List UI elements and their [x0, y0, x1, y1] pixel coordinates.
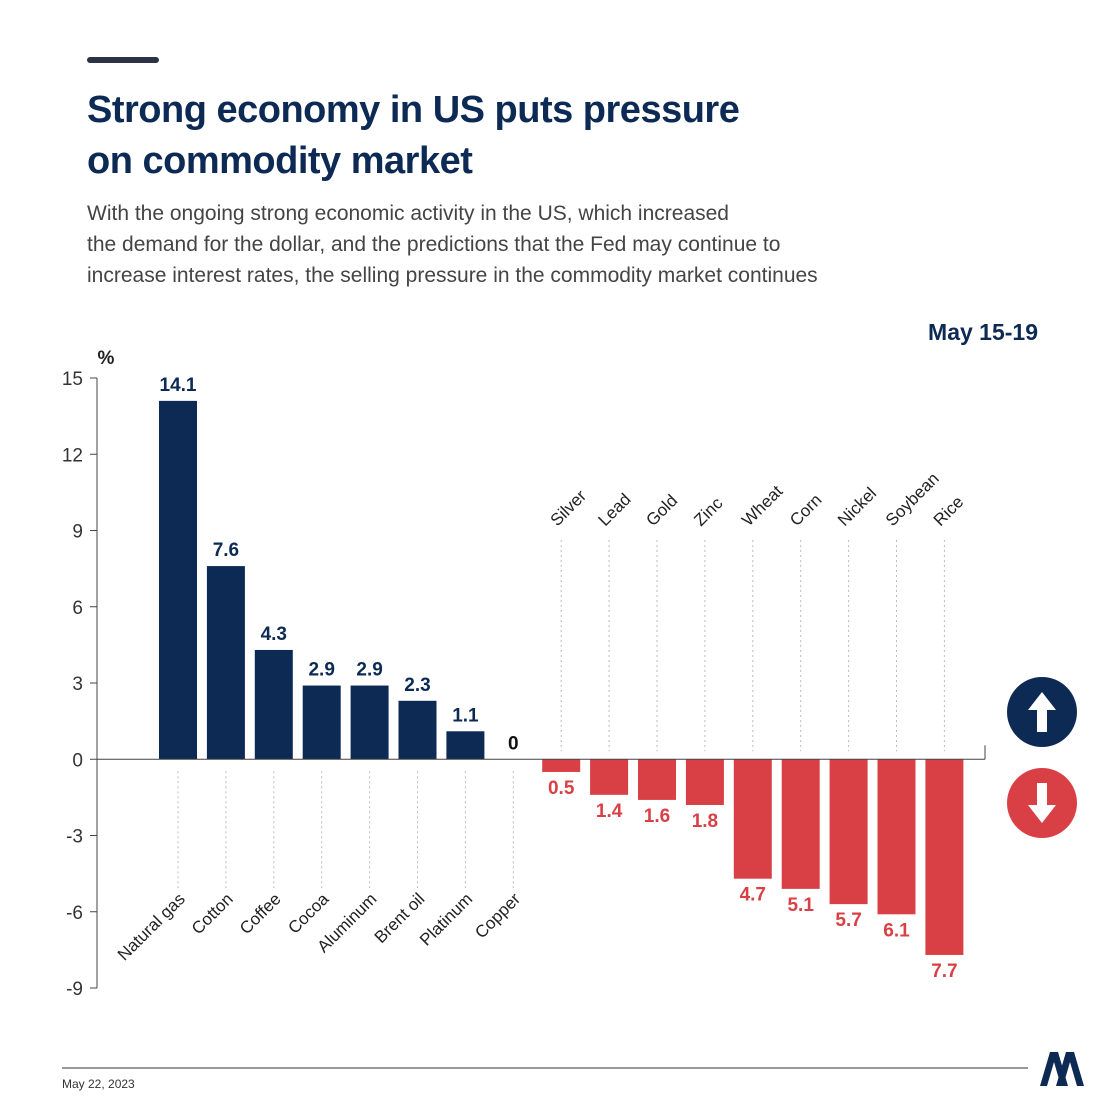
title-line: Strong economy in US puts pressure [87, 89, 739, 131]
bar [206, 566, 245, 760]
y-tick-label: -9 [66, 979, 83, 1000]
x-tick-label: Coffee [236, 889, 285, 938]
x-tick-label: Platinum [416, 889, 476, 949]
subtitle-line: With the ongoing strong economic activit… [87, 202, 729, 225]
bar [781, 759, 820, 889]
subtitle-line: increase interest rates, the selling pre… [87, 264, 818, 287]
y-tick-label: 6 [72, 598, 83, 619]
value-label: 1.8 [692, 811, 718, 832]
y-tick-label: 0 [72, 750, 83, 771]
value-label: 0 [508, 733, 519, 754]
x-tick-label: Corn [786, 490, 825, 529]
bar [542, 759, 581, 772]
x-tick-label: Cotton [188, 889, 237, 938]
value-label: 4.7 [740, 885, 766, 906]
bar [685, 759, 724, 805]
x-tick-label: Silver [547, 486, 591, 530]
period: May 15-19 [928, 319, 1038, 345]
bar [446, 731, 485, 760]
value-label: 7.7 [931, 961, 957, 982]
value-label: 1.6 [644, 806, 670, 827]
bar [398, 700, 437, 760]
value-label: 5.1 [787, 895, 814, 916]
bar [829, 759, 868, 905]
x-tick-label: Natural gas [114, 889, 189, 964]
bar [638, 759, 676, 800]
y-tick-label: -6 [66, 903, 83, 924]
bar [302, 685, 341, 760]
logo [1040, 1052, 1084, 1086]
x-tick-label: Rice [930, 492, 967, 529]
x-tick-label: Lead [594, 490, 634, 530]
date: May 22, 2023 [62, 1077, 135, 1091]
value-label: 2.9 [308, 660, 334, 681]
x-tick-label: Nickel [834, 484, 880, 530]
y-axis-label: % [98, 348, 115, 369]
down-icon [1007, 768, 1077, 838]
y-tick-label: 15 [62, 369, 83, 390]
value-label: 7.6 [213, 540, 239, 561]
x-tick-label: Copper [471, 889, 524, 942]
x-tick-label: Gold [642, 491, 681, 530]
value-label: 1.4 [596, 801, 623, 822]
bar [350, 685, 389, 760]
x-tick-label: Wheat [738, 481, 786, 529]
y-tick-label: -3 [66, 827, 83, 848]
value-label: 4.3 [261, 624, 287, 645]
bar [877, 759, 916, 915]
title-bar [87, 57, 159, 63]
value-label: 6.1 [883, 920, 910, 941]
value-label: 0.5 [548, 778, 575, 799]
bar [590, 759, 629, 795]
value-label: 5.7 [835, 910, 861, 931]
value-label: 2.9 [356, 660, 382, 681]
subtitle-line: the demand for the dollar, and the predi… [87, 233, 780, 256]
x-tick-label: Zinc [690, 493, 726, 529]
bar [254, 649, 293, 760]
bar [733, 759, 772, 879]
y-tick-label: 12 [62, 445, 83, 466]
value-label: 14.1 [160, 375, 197, 396]
up-icon [1007, 677, 1077, 747]
y-tick-label: 3 [72, 674, 83, 695]
value-label: 1.1 [452, 705, 479, 726]
y-tick-label: 9 [72, 522, 83, 543]
bar [159, 400, 197, 760]
title-line: on commodity market [87, 140, 473, 182]
bar [925, 759, 964, 955]
value-label: 2.3 [404, 675, 430, 696]
